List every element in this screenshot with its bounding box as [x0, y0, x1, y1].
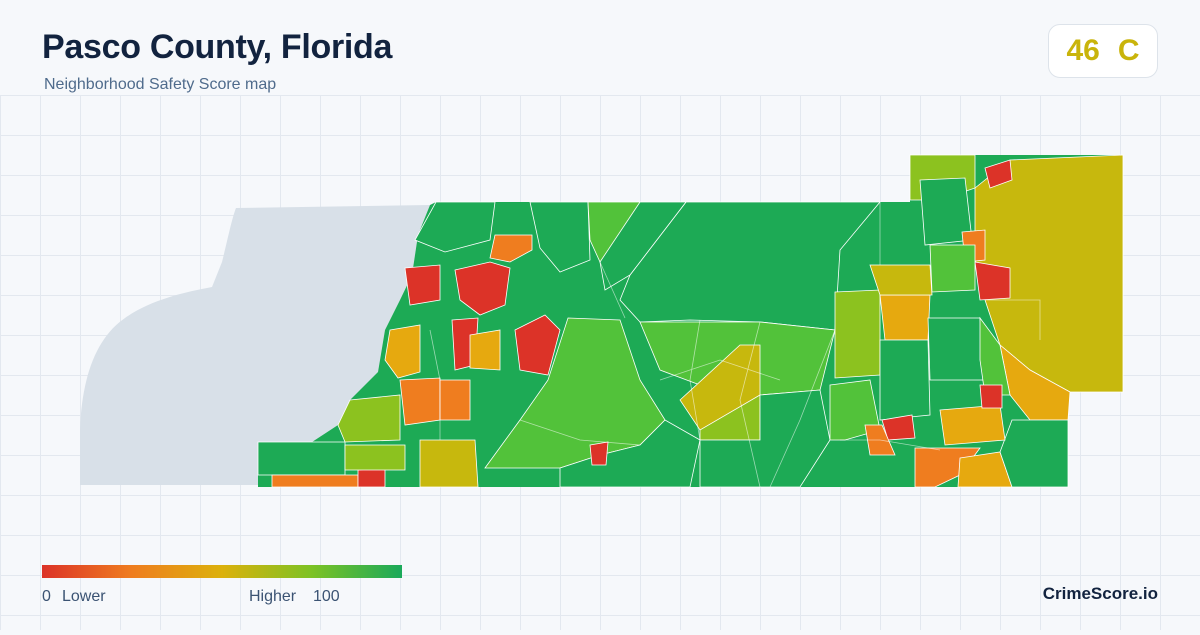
zone-north-strip-2: [529, 201, 591, 273]
safety-score-value: 46: [1066, 34, 1100, 67]
zone-southwest-green: [257, 441, 346, 476]
zone-south-central-4: [699, 389, 831, 488]
boundary-line-9: [985, 299, 1041, 340]
zone-east-central-6: [879, 339, 931, 421]
boundary-line-1: [689, 319, 701, 441]
zone-east-central-4: [927, 317, 986, 381]
boundary-line-8: [429, 329, 441, 440]
zone-southeast-cluster: [939, 404, 1006, 446]
safety-grade: C: [1117, 34, 1140, 67]
boundary-line-4: [519, 419, 641, 446]
header-band: [0, 0, 1200, 95]
zone-southwest-red: [357, 467, 386, 488]
zone-red-west-1: [454, 261, 511, 316]
zone-north-central: [619, 201, 881, 331]
zone-red-west-2: [514, 314, 561, 376]
boundary-line-10: [659, 359, 781, 381]
zone-southwest-mid: [344, 444, 406, 471]
zone-coast-7: [469, 329, 501, 371]
legend-max-value: 100: [313, 588, 340, 605]
zone-coast-2: [399, 377, 441, 426]
zone-northeast-4: [974, 261, 1011, 301]
zone-southeast-red2: [979, 384, 1003, 409]
zone-north-strip-1: [414, 201, 496, 253]
legend-min-value: 0: [42, 588, 51, 605]
neighborhood-boundaries: [429, 202, 1041, 488]
brand-logo-text: CrimeScore.io: [1042, 584, 1158, 603]
page-subtitle: Neighborhood Safety Score map: [44, 76, 277, 93]
page-title: Pasco County, Florida: [42, 28, 393, 66]
zone-southwest-orange: [271, 474, 359, 488]
zone-east-central-2: [879, 294, 931, 341]
zone-northeast-5: [929, 244, 976, 293]
boundary-line-7: [599, 261, 626, 319]
zone-coast-1: [384, 324, 421, 379]
zone-coast-5: [419, 439, 479, 488]
boundary-line-2: [739, 321, 761, 488]
safety-score-badge: 46 C: [1048, 24, 1158, 78]
zone-east-central-1: [834, 289, 881, 379]
zone-coast-6: [439, 379, 471, 421]
zone-north-strip-4: [599, 201, 687, 291]
boundary-line-6: [840, 439, 941, 451]
legend-color-scale: [42, 565, 402, 578]
zone-coast-4: [404, 264, 441, 306]
legend-min-label: Lower: [62, 588, 106, 605]
zone-coast-3: [337, 394, 401, 443]
zone-red-west-3: [489, 234, 533, 263]
zone-east-central-3: [869, 264, 933, 296]
zone-southeast-green: [999, 419, 1069, 488]
boundary-line-3: [769, 329, 836, 488]
zone-south-central-red: [589, 441, 609, 466]
zone-northeast-red: [984, 159, 1013, 189]
legend-max-label: Higher: [249, 588, 297, 605]
